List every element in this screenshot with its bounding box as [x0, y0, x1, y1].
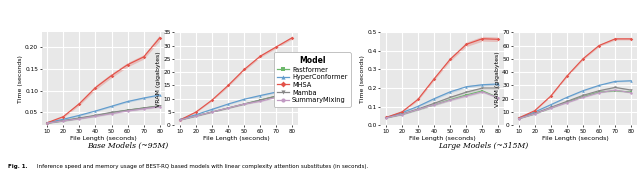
Text: Fig. 1.: Fig. 1.	[8, 164, 28, 169]
X-axis label: File Length (seconds): File Length (seconds)	[70, 136, 137, 141]
X-axis label: File Length (seconds): File Length (seconds)	[409, 136, 476, 141]
Text: Large Models (~315M): Large Models (~315M)	[438, 142, 529, 150]
Y-axis label: VRAM (gigabytes): VRAM (gigabytes)	[495, 51, 500, 107]
Y-axis label: Time (seconds): Time (seconds)	[360, 55, 365, 103]
X-axis label: File Length (seconds): File Length (seconds)	[541, 136, 608, 141]
Text: Inference speed and memory usage of BEST-RQ based models with linear complexity : Inference speed and memory usage of BEST…	[37, 164, 369, 169]
Y-axis label: Time (seconds): Time (seconds)	[18, 55, 23, 103]
Y-axis label: VRAM (gigabytes): VRAM (gigabytes)	[156, 51, 161, 107]
Text: Base Models (~95M): Base Models (~95M)	[88, 142, 168, 150]
X-axis label: File Length (seconds): File Length (seconds)	[203, 136, 269, 141]
Legend: Fastformer, HyperConformer, MHSA, Mamba, SummaryMixing: Fastformer, HyperConformer, MHSA, Mamba,…	[274, 52, 351, 107]
